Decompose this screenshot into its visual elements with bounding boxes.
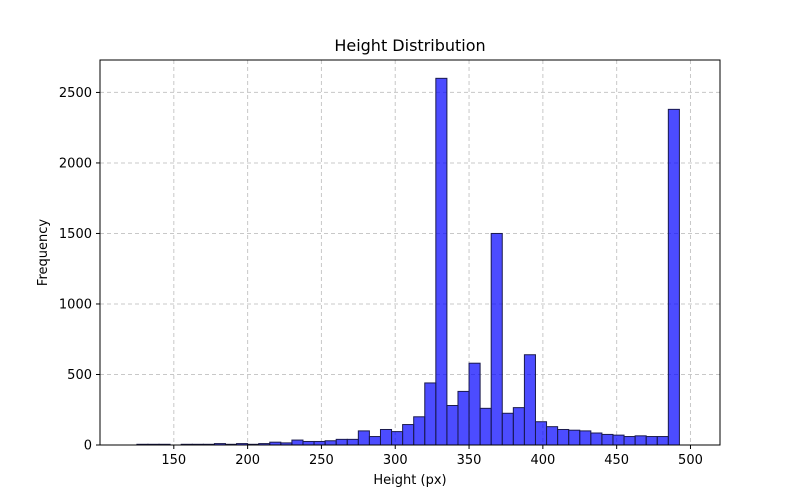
y-tick-label: 0 <box>84 439 92 454</box>
histogram-bar <box>457 390 470 446</box>
histogram-bar <box>568 429 581 446</box>
histogram-bar <box>590 432 603 446</box>
x-tick-label: 350 <box>457 453 482 468</box>
y-tick-label: 2000 <box>59 156 92 171</box>
histogram-bar <box>446 405 459 446</box>
histogram-bar <box>468 362 481 446</box>
histogram-bar <box>313 440 326 446</box>
histogram-bar <box>291 439 304 446</box>
histogram-bar <box>501 412 514 446</box>
histogram-bar <box>656 436 669 446</box>
x-tick-label: 200 <box>235 453 260 468</box>
histogram-bar <box>335 438 348 446</box>
y-axis-title: Frequency <box>36 219 51 286</box>
histogram-bar <box>368 436 381 446</box>
x-tick-label: 450 <box>604 453 629 468</box>
chart-title: Height Distribution <box>334 36 485 55</box>
x-tick-label: 300 <box>383 453 408 468</box>
histogram-bar <box>557 428 570 446</box>
x-tick-label: 250 <box>309 453 334 468</box>
histogram-bar <box>546 426 559 446</box>
tick-layer: 150 200 250 300 350 400 450 500 0 500 1000 1500 2000… <box>59 86 703 468</box>
histogram-bar <box>601 433 614 446</box>
histogram-bar <box>435 77 448 446</box>
plot-frame <box>99 59 721 446</box>
histogram-bar <box>402 424 415 446</box>
y-tick-label: 1500 <box>59 227 92 242</box>
histogram-bar <box>523 354 536 446</box>
histogram-bar <box>579 430 592 446</box>
histogram-bar <box>645 436 658 446</box>
x-tick-label: 400 <box>530 453 555 468</box>
x-axis-title: Height (px) <box>373 473 446 488</box>
histogram-bar <box>479 407 492 446</box>
histogram-bar <box>612 434 625 446</box>
histogram-bar <box>424 382 437 446</box>
histogram-bar <box>391 431 404 446</box>
histogram-bar <box>490 232 503 446</box>
x-tick-label: 150 <box>161 453 186 468</box>
histogram-bar <box>302 440 315 446</box>
histogram-bar <box>324 440 337 446</box>
histogram-bar <box>623 436 636 446</box>
y-tick-label: 2500 <box>59 86 92 101</box>
histogram-bar <box>346 438 359 446</box>
y-tick-label: 500 <box>67 368 92 383</box>
y-tick-label: 1000 <box>59 297 92 312</box>
histogram-bar <box>667 108 680 446</box>
histogram-bar <box>413 416 426 446</box>
histogram-bar <box>379 428 393 446</box>
histogram-bar <box>357 430 370 446</box>
histogram-bar <box>512 407 525 446</box>
x-tick-label: 500 <box>678 453 703 468</box>
histogram-bar <box>634 435 647 446</box>
histogram-bar <box>534 421 548 446</box>
